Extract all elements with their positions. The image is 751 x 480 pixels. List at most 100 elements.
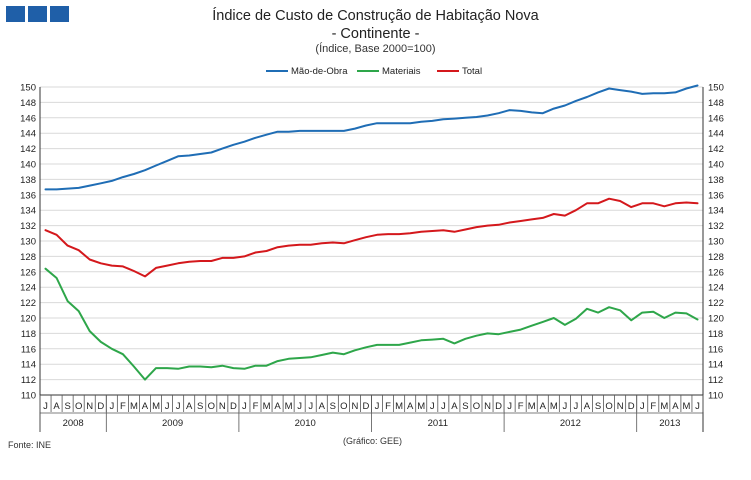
x-month-label: J (507, 401, 512, 412)
x-month-label: O (75, 401, 82, 412)
x-month-label: J (176, 401, 181, 412)
x-month-label: M (152, 401, 160, 412)
y-tick-label-left: 140 (20, 160, 36, 171)
x-year-label: 2012 (560, 418, 581, 429)
x-month-label: S (64, 401, 70, 412)
y-tick-label-right: 120 (708, 314, 724, 325)
series-line-total (44, 197, 699, 278)
source-note: Fonte: INE (8, 440, 52, 450)
x-month-label: J (695, 401, 700, 412)
x-month-label: M (395, 401, 403, 412)
x-month-label: D (628, 401, 635, 412)
x-month-label: M (417, 401, 425, 412)
x-month-label: S (330, 401, 336, 412)
logo-square (6, 6, 25, 22)
x-month-label: M (528, 401, 536, 412)
y-tick-label-left: 130 (20, 237, 36, 248)
y-tick-label-right: 112 (708, 375, 723, 386)
x-month-label: D (363, 401, 370, 412)
y-tick-label-left: 150 (20, 83, 36, 94)
x-month-label: A (319, 401, 326, 412)
x-month-label: J (308, 401, 313, 412)
x-month-label: A (584, 401, 591, 412)
x-month-label: F (253, 401, 259, 412)
y-tick-label-left: 138 (20, 175, 36, 186)
y-tick-label-right: 116 (708, 344, 723, 355)
y-tick-label-left: 120 (20, 314, 36, 325)
x-month-label: J (375, 401, 380, 412)
x-month-label: J (109, 401, 114, 412)
x-month-label: J (574, 401, 579, 412)
x-month-label: N (351, 401, 358, 412)
y-tick-label-left: 126 (20, 267, 36, 278)
y-tick-label-left: 142 (20, 144, 36, 155)
x-month-label: J (43, 401, 48, 412)
legend-label: Materiais (382, 66, 421, 77)
x-month-label: O (208, 401, 215, 412)
x-month-label: O (473, 401, 480, 412)
x-month-label: M (682, 401, 690, 412)
x-month-label: J (242, 401, 247, 412)
x-month-label: A (451, 401, 458, 412)
x-month-label: A (53, 401, 60, 412)
x-month-label: J (441, 401, 446, 412)
chart-title: Índice de Custo de Construção de Habitaç… (212, 8, 539, 24)
y-tick-label-right: 110 (708, 391, 723, 402)
x-month-label: O (605, 401, 612, 412)
x-month-label: A (407, 401, 414, 412)
x-month-label: A (274, 401, 281, 412)
chart-subtitle: (Índice, Base 2000=100) (315, 43, 436, 55)
x-year-label: 2013 (659, 418, 680, 429)
y-tick-label-right: 118 (708, 329, 723, 340)
x-year-label: 2011 (428, 418, 448, 429)
y-tick-label-right: 142 (708, 144, 724, 155)
y-tick-label-left: 146 (20, 113, 36, 124)
x-month-label: N (617, 401, 624, 412)
y-tick-label-left: 122 (20, 298, 36, 309)
y-tick-label-left: 112 (21, 375, 36, 386)
x-month-label: F (518, 401, 524, 412)
x-month-label: J (430, 401, 435, 412)
x-month-label: D (97, 401, 104, 412)
x-month-label: S (462, 401, 468, 412)
x-month-label: F (385, 401, 391, 412)
y-tick-label-left: 136 (20, 190, 36, 201)
x-month-label: J (165, 401, 170, 412)
y-tick-label-right: 144 (708, 129, 724, 140)
chart-credit: (Gráfico: GEE) (343, 436, 403, 446)
y-tick-label-left: 128 (20, 252, 36, 263)
x-month-label: J (640, 401, 645, 412)
legend-label: Mão-de-Obra (291, 66, 348, 77)
y-tick-label-left: 134 (20, 206, 36, 217)
series-line-materiais (44, 267, 699, 381)
y-tick-label-right: 114 (708, 360, 723, 371)
x-month-label: D (230, 401, 237, 412)
y-tick-label-right: 138 (708, 175, 724, 186)
x-month-label: S (595, 401, 601, 412)
x-month-label: D (495, 401, 502, 412)
y-tick-label-left: 144 (20, 129, 36, 140)
x-month-label: A (672, 401, 679, 412)
brand-logo (6, 6, 69, 22)
y-tick-label-right: 140 (708, 160, 724, 171)
x-month-label: F (650, 401, 656, 412)
series-line-m-o-de-obra (44, 84, 699, 191)
legend-label: Total (462, 66, 482, 77)
x-month-label: J (563, 401, 568, 412)
logo-square (50, 6, 69, 22)
x-month-label: S (197, 401, 203, 412)
y-tick-label-right: 122 (708, 298, 724, 309)
y-tick-label-left: 132 (20, 221, 36, 232)
y-tick-label-right: 130 (708, 237, 724, 248)
x-year-label: 2010 (295, 418, 316, 429)
x-year-label: 2008 (63, 418, 84, 429)
y-tick-label-left: 118 (21, 329, 36, 340)
y-tick-label-right: 146 (708, 113, 724, 124)
y-tick-label-right: 128 (708, 252, 724, 263)
y-tick-label-right: 132 (708, 221, 724, 232)
y-tick-label-right: 126 (708, 267, 724, 278)
logo-square (28, 6, 47, 22)
x-month-label: J (297, 401, 302, 412)
y-tick-label-right: 124 (708, 283, 724, 294)
